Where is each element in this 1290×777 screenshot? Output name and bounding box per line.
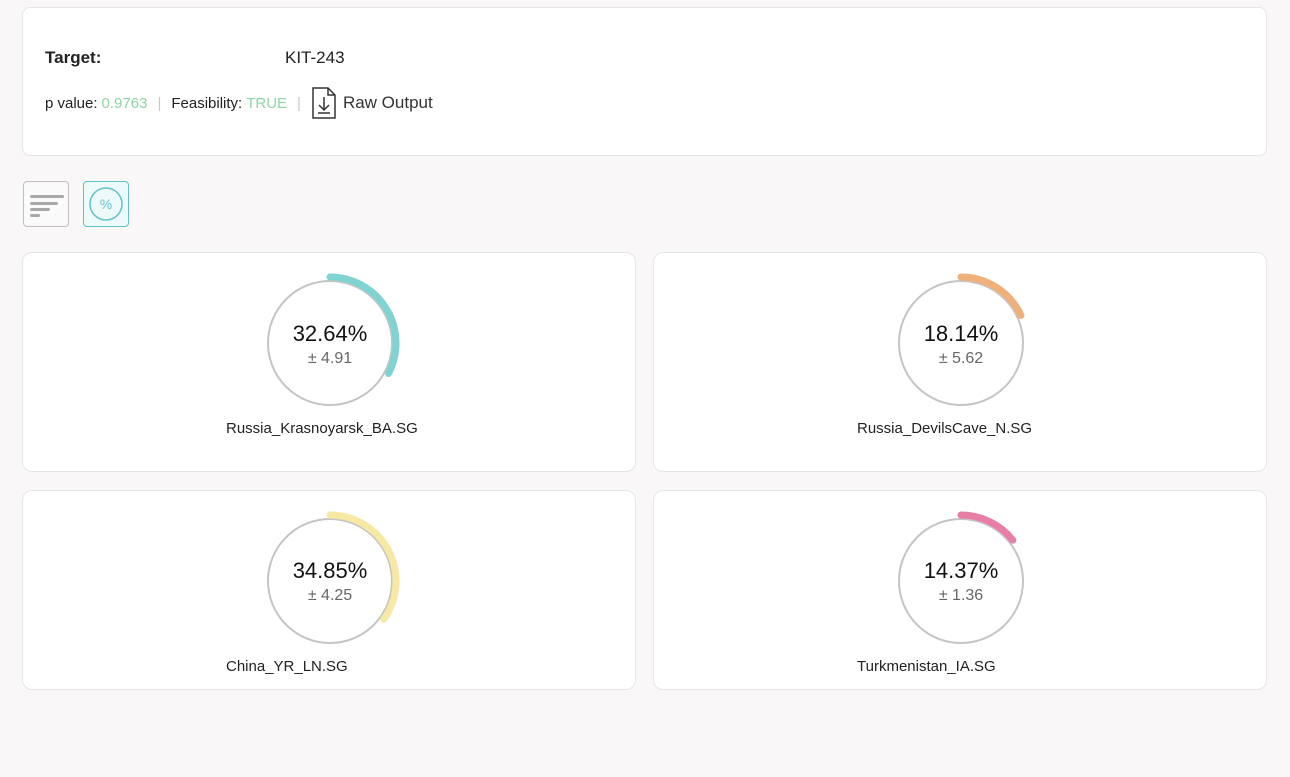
summary-card: Target: KIT-243 p value: 0.9763 | Feasib… (22, 7, 1267, 156)
gauge-arc (957, 273, 1025, 319)
percent-circle-icon: % (89, 187, 123, 221)
result-card: 18.14% ± 5.62 Russia_DevilsCave_N.SG (653, 252, 1267, 472)
p-value: 0.9763 (101, 94, 148, 112)
target-label: Target: (45, 48, 102, 67)
target-value: KIT-243 (285, 48, 345, 67)
result-card: 14.37% ± 1.36 Turkmenistan_IA.SG (653, 490, 1267, 690)
result-card: 32.64% ± 4.91 Russia_Krasnoyarsk_BA.SG (22, 252, 636, 472)
separator: | (297, 94, 301, 112)
percent-view-button[interactable]: % (83, 181, 129, 227)
percent-gauge (898, 511, 1024, 644)
percent-gauge (898, 273, 1025, 406)
error-value: ± 4.91 (307, 350, 353, 367)
result-card: 34.85% ± 4.25 China_YR_LN.SG (22, 490, 636, 690)
percent-gauge (267, 273, 400, 406)
percent-value: 32.64% (292, 321, 368, 346)
percent-value: 18.14% (923, 321, 999, 346)
percent-gauge (267, 511, 400, 644)
error-value: ± 5.62 (938, 350, 984, 367)
list-view-button[interactable] (23, 181, 69, 227)
percent-value: 14.37% (923, 558, 999, 583)
sample-label: Turkmenistan_IA.SG (857, 658, 996, 675)
gauge-arc (326, 273, 400, 377)
percent-value: 34.85% (292, 558, 368, 583)
error-value: ± 1.36 (938, 587, 984, 604)
percent-symbol: % (100, 196, 112, 212)
list-bars-icon (30, 195, 64, 217)
raw-output-button[interactable]: Raw Output (311, 86, 433, 120)
download-file-icon (312, 87, 336, 119)
stats-row: p value: 0.9763 | Feasibility: TRUE | Ra… (45, 86, 433, 120)
sample-label: Russia_DevilsCave_N.SG (857, 420, 1033, 437)
gauge-arc (326, 511, 400, 623)
gauge-arc (957, 511, 1017, 544)
p-value-label: p value: (45, 94, 98, 112)
feasibility-label: Feasibility: (171, 94, 243, 112)
error-value: ± 4.25 (307, 587, 353, 604)
raw-output-label: Raw Output (342, 93, 433, 112)
sample-label: China_YR_LN.SG (226, 658, 348, 675)
separator: | (157, 94, 162, 112)
sample-label: Russia_Krasnoyarsk_BA.SG (226, 420, 418, 437)
feasibility-value: TRUE (246, 94, 288, 112)
